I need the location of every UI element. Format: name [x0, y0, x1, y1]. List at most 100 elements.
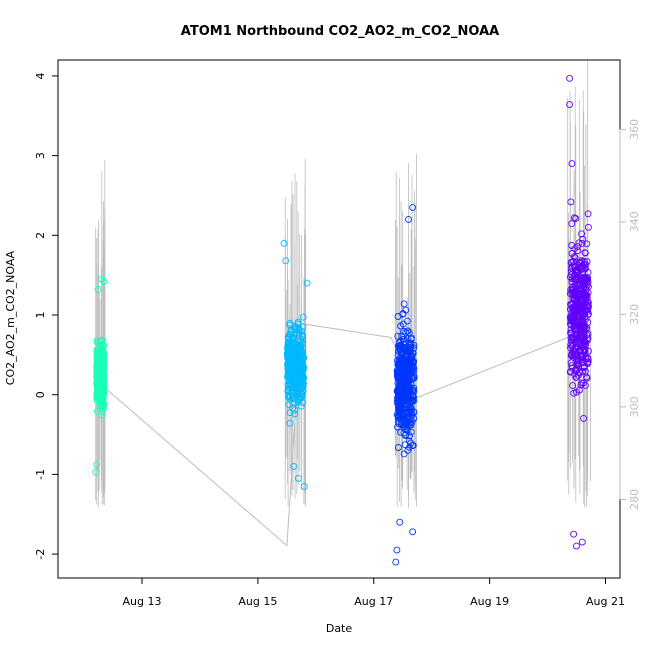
data-point: [572, 364, 580, 372]
x-tick-label: Aug 19: [470, 595, 509, 608]
data-point: [576, 386, 583, 394]
data-point: [98, 353, 106, 361]
y2-tick-label: 320: [628, 304, 641, 325]
data-point: [572, 345, 580, 353]
data-point: [394, 332, 402, 340]
data-point: [574, 247, 582, 255]
data-point: [92, 468, 100, 476]
data-point: [93, 407, 101, 415]
data-point: [291, 410, 299, 418]
data-point: [402, 372, 410, 380]
data-point: [580, 414, 588, 422]
data-point: [392, 558, 400, 566]
data-point: [570, 253, 578, 261]
y-tick-label: 4: [34, 72, 47, 79]
data-point: [289, 399, 296, 407]
data-point: [410, 341, 418, 349]
data-point: [410, 368, 418, 376]
data-point: [407, 428, 415, 436]
data-point: [581, 367, 589, 375]
data-point: [98, 388, 106, 396]
data-point: [566, 320, 574, 328]
data-point: [566, 74, 574, 82]
y-tick-label: -1: [34, 469, 47, 480]
data-point: [409, 203, 417, 211]
data-point: [580, 329, 588, 336]
data-point: [93, 349, 101, 357]
data-point: [285, 369, 293, 377]
data-point: [567, 368, 575, 376]
data-point: [577, 284, 585, 292]
y2-tick-label: 280: [628, 489, 641, 510]
data-point: [395, 339, 403, 347]
data-point: [98, 392, 106, 400]
data-point: [97, 377, 105, 384]
data-point: [396, 399, 404, 407]
data-point: [286, 409, 294, 417]
series-3: [392, 203, 418, 566]
secondary-line: [99, 323, 580, 547]
data-point: [94, 286, 102, 293]
data-point: [567, 341, 575, 349]
data-point: [397, 345, 405, 353]
y-tick-label: 1: [34, 312, 47, 319]
data-point: [403, 420, 411, 428]
data-point: [99, 357, 107, 365]
data-point: [300, 482, 308, 490]
data-point: [284, 347, 292, 355]
data-point: [400, 300, 408, 308]
data-point: [401, 425, 409, 433]
data-point: [571, 272, 579, 279]
data-point: [567, 259, 575, 267]
data-point: [584, 355, 592, 363]
x-tick-label: Aug 15: [238, 595, 277, 608]
data-point: [571, 310, 579, 318]
data-point: [573, 275, 580, 283]
y-axis-label: CO2_AO2_m_CO2_NOAA: [4, 250, 17, 385]
data-point: [575, 371, 582, 379]
data-point: [566, 290, 574, 298]
y-tick-label: 0: [34, 391, 47, 398]
data-point: [573, 542, 580, 550]
data-point: [293, 363, 301, 371]
data-point: [294, 318, 302, 326]
data-point: [284, 359, 292, 367]
data-point: [296, 351, 304, 359]
data-point: [569, 300, 577, 308]
data-point: [96, 388, 104, 396]
data-point: [399, 399, 407, 407]
data-point: [404, 327, 411, 335]
data-point: [406, 395, 414, 403]
data-point: [581, 345, 589, 353]
data-point: [284, 351, 291, 359]
data-point: [295, 378, 303, 386]
data-point: [93, 397, 101, 405]
data-point: [578, 257, 586, 265]
data-point: [288, 394, 296, 401]
data-point: [570, 290, 578, 298]
y2-axis: 280 300 320 340 360: [619, 119, 641, 510]
y2-tick-label: 300: [628, 396, 641, 417]
data-point: [99, 387, 107, 395]
data-point: [394, 444, 402, 451]
data-point: [583, 240, 591, 248]
data-point: [290, 355, 297, 363]
data-point: [405, 378, 412, 386]
data-point: [584, 210, 592, 218]
y-axis: -2 -1 0 1 2 3 4: [34, 72, 58, 560]
data-point: [98, 396, 106, 404]
data-point: [400, 450, 408, 458]
y-tick-label: 2: [34, 232, 47, 239]
data-point: [578, 239, 586, 247]
data-point: [299, 313, 307, 321]
data-point: [286, 330, 294, 338]
data-point: [395, 408, 403, 416]
series-2: [280, 239, 311, 490]
data-point: [96, 343, 104, 351]
data-point: [299, 383, 307, 391]
data-point: [294, 474, 302, 482]
data-point: [406, 388, 414, 395]
data-point: [409, 528, 417, 536]
data-point: [567, 198, 575, 206]
